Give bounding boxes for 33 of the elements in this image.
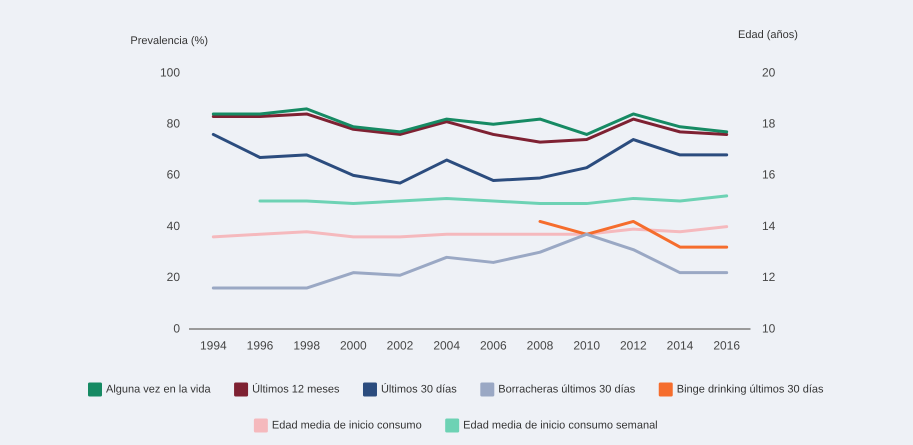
x-tick-label: 1996 (246, 338, 274, 353)
x-tick-label: 2002 (386, 338, 414, 353)
x-tick-label: 2010 (573, 338, 600, 353)
legend-label: Últimos 30 días (380, 382, 458, 396)
y2-tick-label: 20 (762, 65, 776, 80)
x-tick-label: 2004 (433, 338, 460, 353)
y-tick-label: 40 (166, 218, 180, 233)
x-tick-label: 2000 (340, 338, 368, 353)
y2-tick-label: 18 (762, 116, 776, 131)
legend-label: Edad media de inicio consumo semanal (463, 420, 658, 432)
y-tick-label: 80 (166, 116, 180, 131)
legend-label: Alguna vez en la vida (106, 384, 212, 396)
y2-axis-title: Edad (años) (738, 29, 798, 42)
x-tick-label: 2008 (526, 338, 554, 353)
x-tick-label: 2016 (713, 338, 740, 353)
x-tick-label: 1994 (200, 338, 228, 353)
y-axis-title: Prevalencia (%) (130, 35, 208, 48)
legend-label: Binge drinking últimos 30 días (676, 384, 824, 396)
x-tick-label: 1998 (293, 338, 320, 353)
legend-label: Borracheras últimos 30 días (498, 384, 636, 396)
y2-tick-label: 16 (762, 168, 776, 182)
y-tick-label: 60 (166, 168, 180, 182)
y2-tick-label: 14 (762, 218, 776, 233)
legend-label: Últimos 12 meses (252, 382, 340, 396)
y2-tick-label: 10 (762, 321, 776, 336)
x-tick-label: 2012 (620, 338, 648, 353)
x-tick-label: 2014 (666, 338, 694, 353)
y2-tick-label: 12 (762, 270, 776, 284)
y-tick-label: 0 (173, 321, 180, 336)
y-tick-label: 100 (160, 65, 180, 80)
y-tick-label: 20 (166, 270, 180, 284)
x-tick-label: 2006 (480, 338, 508, 353)
legend-label: Edad media de inicio consumo (272, 420, 422, 432)
